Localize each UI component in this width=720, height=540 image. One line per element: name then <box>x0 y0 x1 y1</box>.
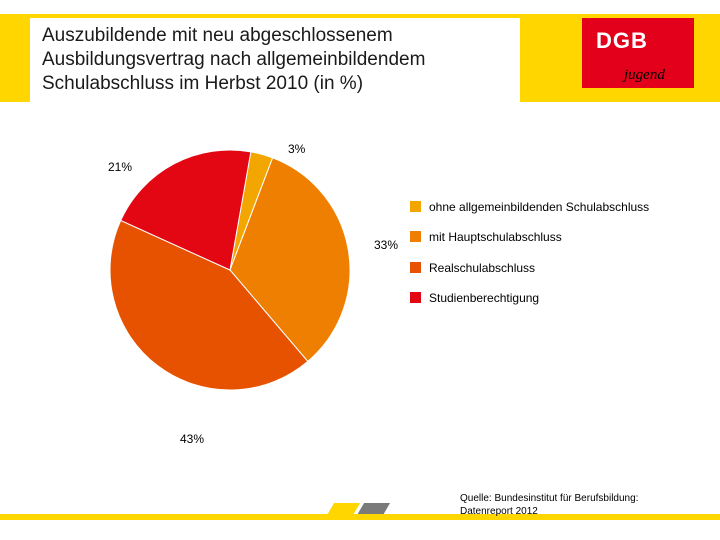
legend-item: ohne allgemeinbildenden Schulabschluss <box>410 200 660 214</box>
pie-label-0: 3% <box>288 142 305 156</box>
legend-label-3: Studienberechtigung <box>429 291 539 305</box>
legend-label-1: mit Hauptschulabschluss <box>429 230 562 244</box>
chart-area: 3% 33% 43% 21% ohne allgemeinbildenden S… <box>40 120 680 460</box>
legend-label-0: ohne allgemeinbildenden Schulabschluss <box>429 200 649 214</box>
pie-svg <box>110 150 350 390</box>
pie-label-2: 43% <box>180 432 204 446</box>
source-line-2: Datenreport 2012 <box>460 506 538 517</box>
legend-item: Realschulabschluss <box>410 261 660 275</box>
brand-logo: DGB jugend <box>582 18 694 88</box>
source-text: Quelle: Bundesinstitut für Berufsbildung… <box>460 493 690 518</box>
legend-swatch-2 <box>410 262 421 273</box>
logo-sub-text: jugend <box>624 67 665 84</box>
legend-item: Studienberechtigung <box>410 291 660 305</box>
pie-chart: 3% 33% 43% 21% <box>110 150 350 390</box>
legend-swatch-0 <box>410 201 421 212</box>
legend-item: mit Hauptschulabschluss <box>410 230 660 244</box>
pie-label-1: 33% <box>374 238 398 252</box>
legend-swatch-1 <box>410 231 421 242</box>
logo-main-text: DGB <box>596 28 648 54</box>
page-title: Auszubildende mit neu abgeschlossenem Au… <box>42 24 508 95</box>
title-box: Auszubildende mit neu abgeschlossenem Au… <box>30 18 520 103</box>
pie-label-3: 21% <box>108 160 132 174</box>
legend-swatch-3 <box>410 292 421 303</box>
legend: ohne allgemeinbildenden Schulabschluss m… <box>410 200 660 322</box>
source-line-1: Quelle: Bundesinstitut für Berufsbildung… <box>460 493 638 504</box>
legend-label-2: Realschulabschluss <box>429 261 535 275</box>
